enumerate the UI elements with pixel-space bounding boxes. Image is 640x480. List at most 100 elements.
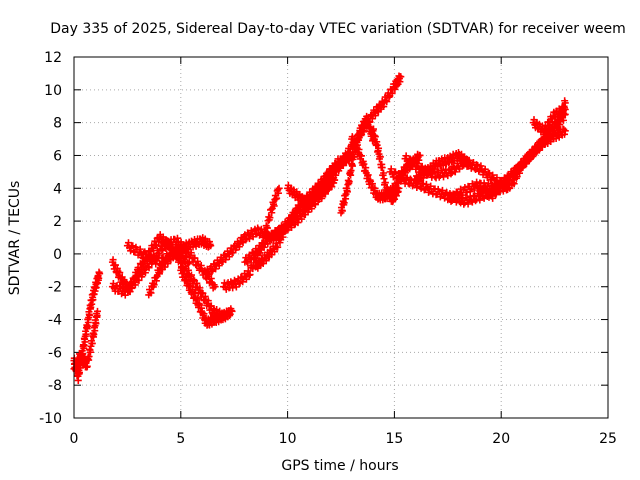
data-point [173, 234, 181, 242]
data-point [350, 153, 358, 161]
grid-lines [74, 57, 608, 418]
data-point [208, 267, 216, 275]
data-point [389, 173, 397, 181]
data-point [83, 322, 91, 330]
data-point [345, 178, 353, 186]
series-track-6 [177, 264, 236, 329]
data-point [207, 274, 215, 282]
data-point [347, 167, 355, 175]
data-point [471, 186, 478, 194]
data-point [246, 271, 254, 279]
y-tick-label: 0 [53, 247, 62, 263]
data-point [211, 283, 219, 291]
data-point [263, 224, 271, 232]
data-point [540, 130, 548, 138]
y-tick-label: 2 [53, 214, 62, 230]
y-tick-label: -8 [48, 378, 62, 394]
series-track-23 [529, 103, 569, 138]
data-point [274, 243, 282, 251]
y-tick-label: 8 [53, 116, 62, 132]
data-point [185, 258, 193, 266]
data-point [357, 152, 365, 160]
series-track-22 [508, 125, 569, 189]
data-point [142, 254, 150, 262]
data-point [343, 188, 351, 196]
data-point [280, 227, 288, 235]
data-point [87, 303, 95, 311]
series-track-19 [412, 149, 473, 186]
y-tick-label: -10 [39, 411, 62, 427]
data-point [71, 365, 79, 373]
data-point [371, 133, 379, 141]
data-point [207, 242, 215, 250]
data-point [393, 82, 401, 90]
data-point [383, 98, 391, 106]
y-tick-label: 4 [53, 181, 62, 197]
data-point [371, 184, 379, 192]
data-point [489, 194, 497, 202]
data-point [364, 171, 372, 179]
y-tick-label: 12 [44, 50, 62, 66]
data-point [86, 348, 94, 356]
data-point [387, 165, 395, 173]
data-point [360, 160, 368, 168]
axis-ticks: 0 5 10 15 20 25 -10 -8 -6 -4 -2 0 2 4 6 8 10 12 [39, 50, 617, 447]
data-point [170, 252, 178, 260]
data-point [274, 232, 282, 240]
data-point [131, 281, 139, 289]
data-point [254, 250, 262, 258]
data-point [238, 237, 246, 245]
data-point [340, 199, 348, 207]
data-point [495, 187, 503, 195]
data-point [168, 246, 176, 254]
series-track-1 [70, 268, 104, 384]
data-point [456, 165, 464, 173]
data-point [232, 283, 240, 291]
data-point [197, 262, 205, 270]
data-point [318, 192, 326, 200]
data-point [348, 162, 356, 170]
data-point [179, 249, 187, 257]
data-point [473, 178, 481, 186]
data-point [187, 271, 195, 279]
data-point [404, 160, 412, 168]
data-point [165, 255, 173, 263]
data-point [489, 171, 497, 179]
data-point [200, 310, 208, 318]
data-point [86, 311, 94, 319]
series-track-7 [123, 239, 193, 268]
y-tick-label: -2 [48, 280, 62, 296]
data-point [124, 239, 132, 247]
data-point [158, 246, 166, 254]
data-point [476, 196, 484, 204]
data-point [510, 180, 518, 188]
data-point [499, 183, 507, 191]
data-point [383, 184, 391, 192]
data-point [326, 180, 334, 188]
data-point [397, 73, 405, 81]
data-point [403, 174, 411, 182]
x-tick-label: 5 [176, 431, 185, 447]
data-point [121, 291, 129, 299]
data-point [242, 236, 250, 244]
data-point [246, 256, 254, 264]
data-point [413, 184, 421, 192]
y-axis-label: SDTVAR / TECUs [7, 181, 23, 296]
data-point [481, 165, 489, 173]
data-point [212, 265, 220, 273]
data-point [395, 184, 403, 192]
data-point [275, 184, 283, 192]
data-point [225, 253, 233, 261]
data-point [144, 250, 152, 258]
data-point [425, 188, 433, 196]
data-point [294, 219, 302, 227]
data-point [454, 193, 462, 201]
data-point [193, 295, 201, 303]
x-tick-label: 20 [492, 431, 510, 447]
data-point [473, 161, 481, 169]
data-point [561, 127, 569, 135]
data-point [229, 284, 237, 292]
data-markers [70, 72, 569, 384]
data-point [338, 207, 346, 215]
data-point [414, 160, 422, 168]
